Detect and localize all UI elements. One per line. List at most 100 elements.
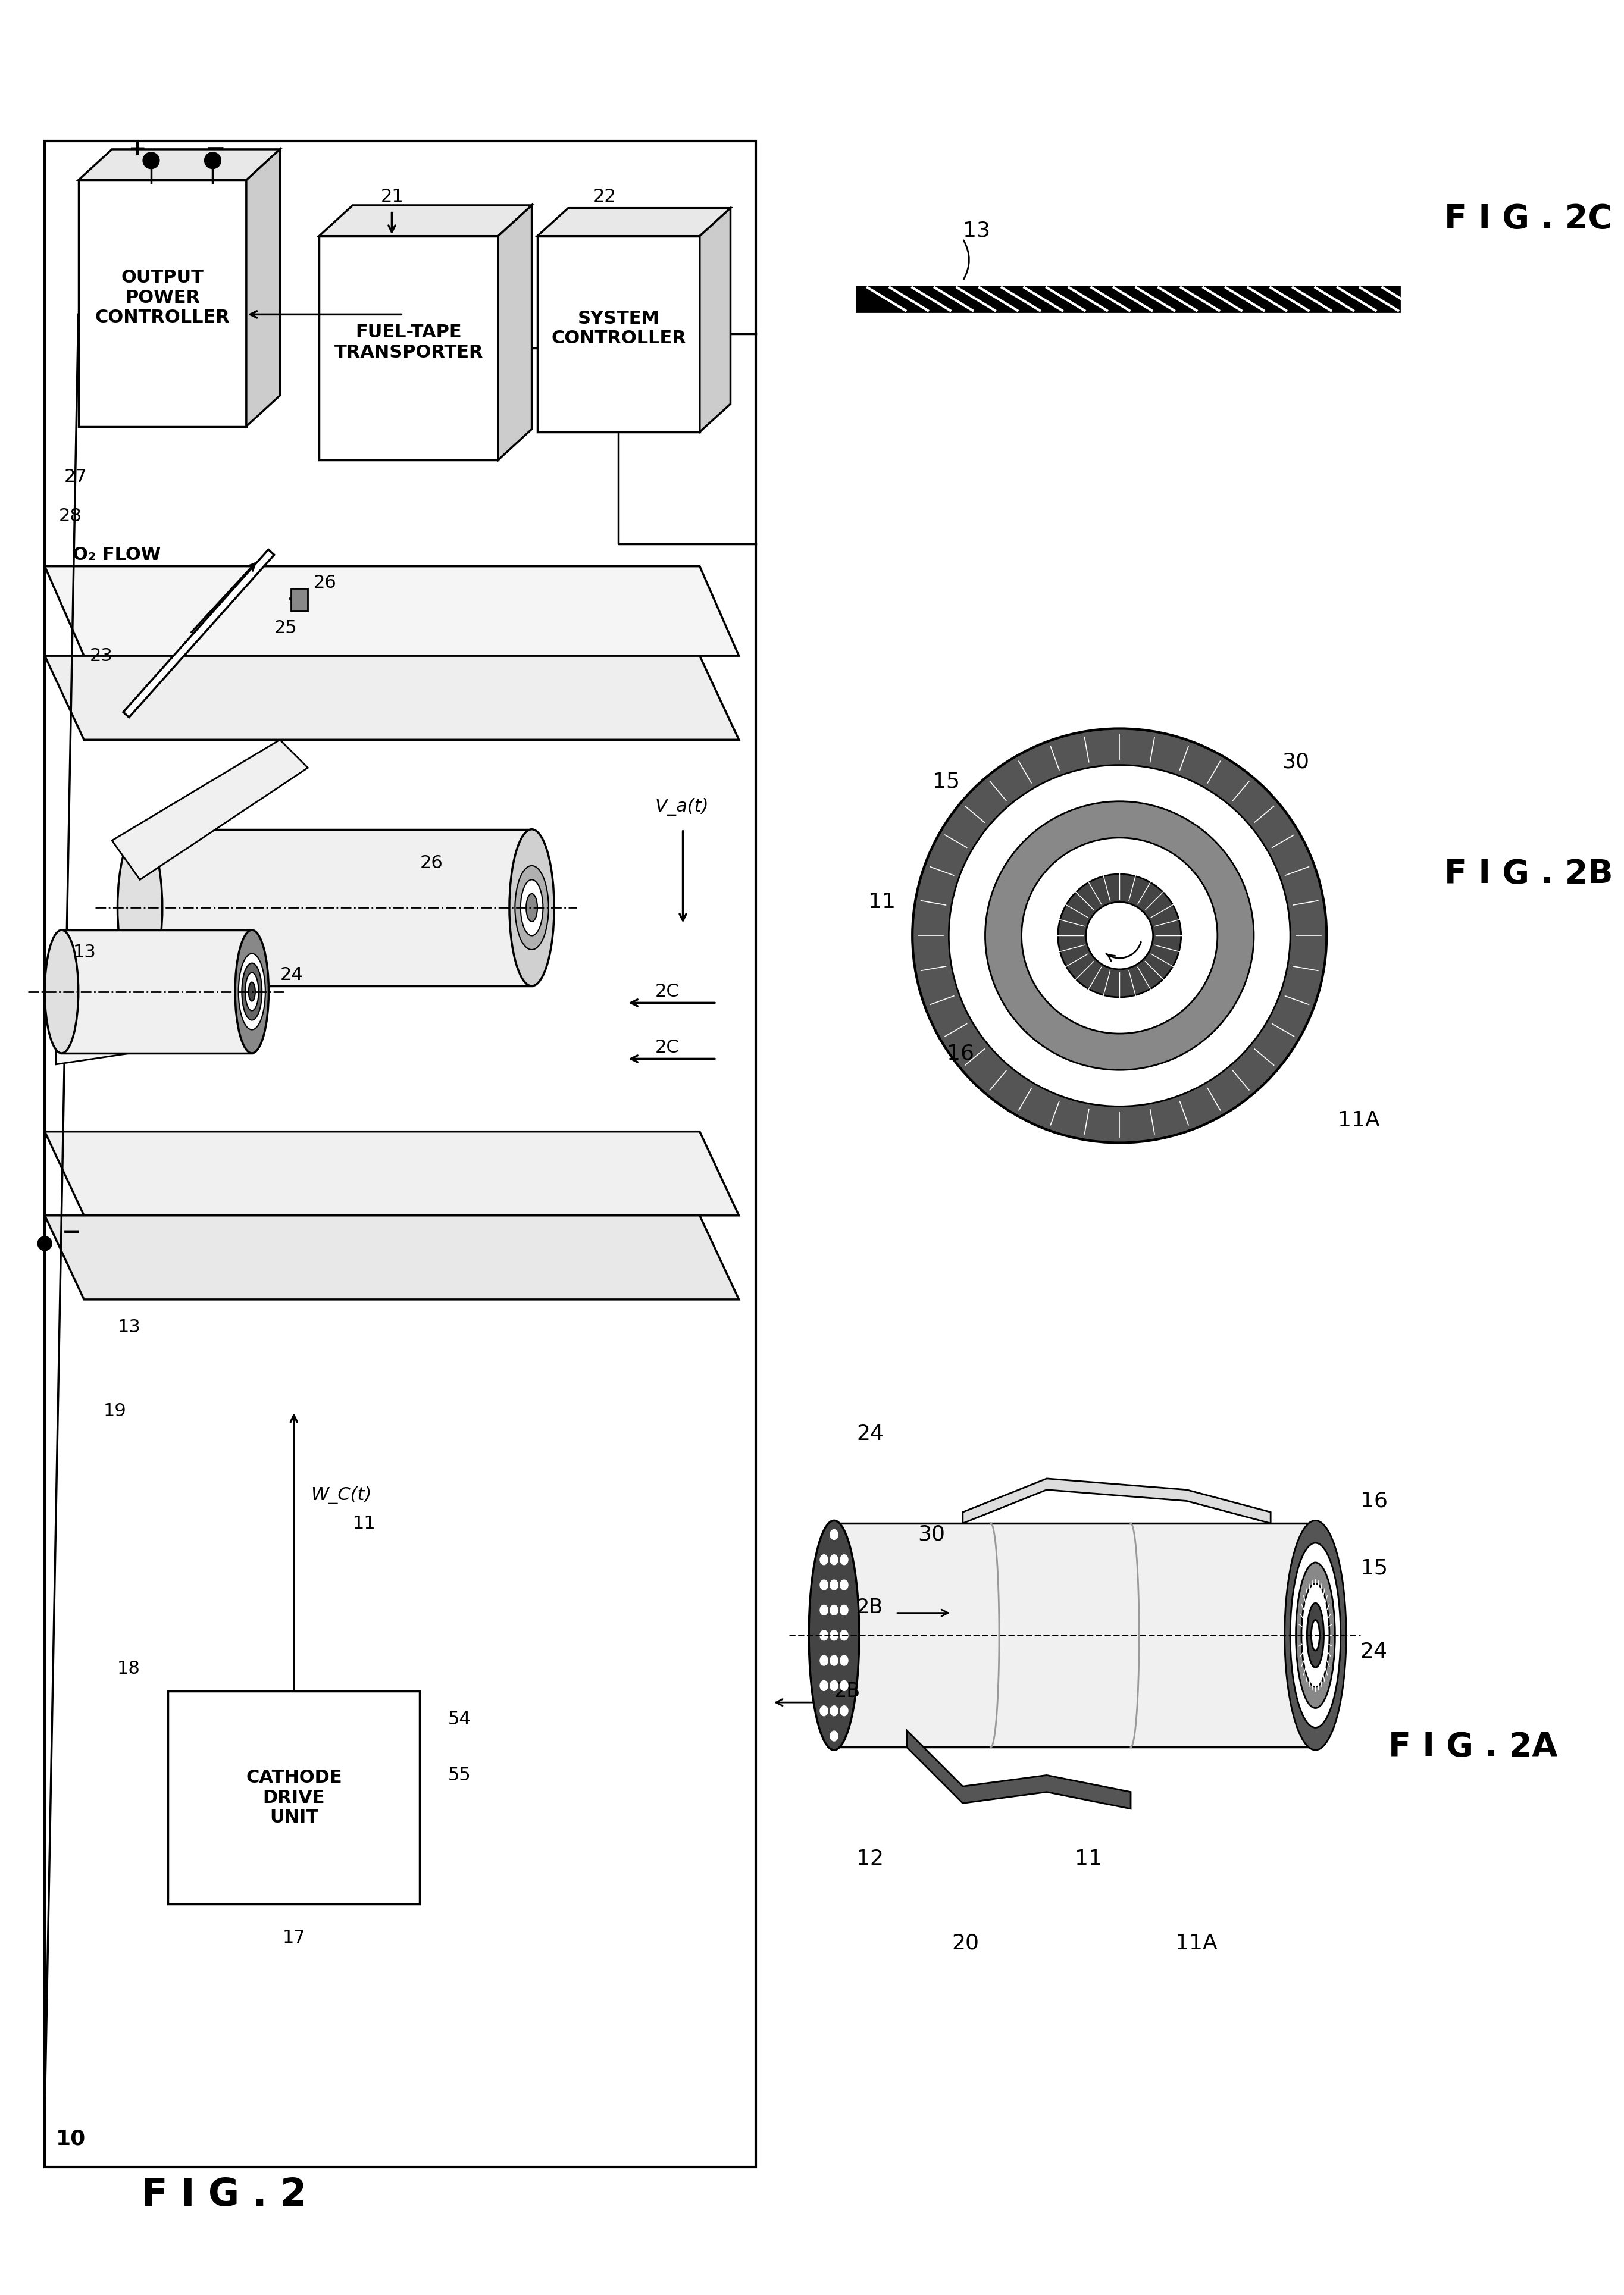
Polygon shape: [55, 1019, 167, 1065]
Text: 19: 19: [104, 1402, 127, 1421]
Text: +: +: [287, 588, 307, 610]
Circle shape: [1086, 902, 1153, 968]
Circle shape: [1057, 874, 1181, 998]
Ellipse shape: [830, 1730, 838, 1742]
Ellipse shape: [830, 1680, 838, 1691]
Ellipse shape: [840, 1629, 848, 1641]
Polygon shape: [835, 1524, 1315, 1746]
Circle shape: [846, 1760, 856, 1769]
Ellipse shape: [809, 1522, 859, 1751]
Text: 23: 23: [89, 647, 112, 666]
Polygon shape: [45, 567, 739, 656]
Text: 13: 13: [73, 943, 96, 962]
Text: 28: 28: [58, 507, 81, 526]
Polygon shape: [167, 1691, 421, 1905]
Text: 2C: 2C: [654, 1040, 679, 1056]
Ellipse shape: [45, 929, 78, 1053]
Ellipse shape: [840, 1680, 848, 1691]
Text: F I G . 2C: F I G . 2C: [1444, 204, 1613, 236]
Circle shape: [796, 1779, 806, 1788]
Ellipse shape: [117, 828, 162, 987]
Ellipse shape: [830, 1629, 838, 1641]
Ellipse shape: [830, 1579, 838, 1590]
Ellipse shape: [515, 865, 549, 950]
Text: 2B: 2B: [856, 1597, 883, 1618]
Circle shape: [913, 728, 1327, 1143]
Ellipse shape: [1289, 1542, 1340, 1728]
Circle shape: [830, 1760, 838, 1769]
Text: 30: 30: [1281, 753, 1309, 773]
Polygon shape: [247, 149, 279, 427]
Text: 20: 20: [952, 1932, 979, 1953]
Text: 55: 55: [448, 1767, 471, 1783]
Ellipse shape: [830, 1554, 838, 1565]
Ellipse shape: [521, 879, 542, 936]
Ellipse shape: [840, 1655, 848, 1666]
Text: 15: 15: [932, 771, 960, 792]
Ellipse shape: [1301, 1584, 1330, 1687]
Ellipse shape: [1285, 1522, 1346, 1751]
Ellipse shape: [830, 1604, 838, 1616]
Polygon shape: [906, 1730, 1130, 1808]
Text: 22: 22: [593, 188, 617, 207]
Ellipse shape: [526, 893, 538, 923]
Text: 16: 16: [1361, 1492, 1387, 1510]
Polygon shape: [856, 287, 1400, 312]
Polygon shape: [112, 739, 309, 879]
Ellipse shape: [820, 1604, 828, 1616]
Text: F I G . 2B: F I G . 2B: [1444, 858, 1613, 890]
Text: 24: 24: [1361, 1641, 1387, 1662]
Circle shape: [986, 801, 1254, 1069]
Text: 24: 24: [856, 1423, 883, 1444]
Polygon shape: [78, 149, 279, 179]
Text: 24: 24: [279, 966, 304, 985]
Polygon shape: [45, 1216, 739, 1299]
Text: O₂ FLOW: O₂ FLOW: [73, 546, 161, 565]
Text: 11: 11: [352, 1515, 375, 1533]
Ellipse shape: [245, 973, 258, 1010]
Ellipse shape: [239, 952, 265, 1030]
Text: 26: 26: [313, 574, 336, 592]
Ellipse shape: [830, 1655, 838, 1666]
Ellipse shape: [1311, 1620, 1320, 1650]
Text: 11: 11: [869, 893, 895, 911]
Circle shape: [830, 1779, 838, 1788]
Ellipse shape: [840, 1705, 848, 1717]
Text: 18: 18: [117, 1659, 140, 1678]
Polygon shape: [45, 140, 755, 2166]
Circle shape: [812, 1799, 822, 1808]
Circle shape: [846, 1799, 856, 1808]
Ellipse shape: [820, 1655, 828, 1666]
Polygon shape: [62, 929, 252, 1053]
Text: 2C: 2C: [654, 982, 679, 1001]
Text: CATHODE
DRIVE
UNIT: CATHODE DRIVE UNIT: [245, 1769, 343, 1827]
Text: 2B: 2B: [835, 1682, 861, 1701]
Ellipse shape: [830, 1705, 838, 1717]
Polygon shape: [538, 209, 731, 236]
Ellipse shape: [820, 1554, 828, 1565]
Text: 54: 54: [448, 1710, 471, 1728]
Text: 11A: 11A: [1338, 1111, 1380, 1131]
Text: F I G . 2: F I G . 2: [141, 2176, 307, 2212]
Text: 17: 17: [283, 1928, 305, 1946]
Text: −: −: [62, 1221, 81, 1244]
Ellipse shape: [820, 1705, 828, 1717]
Ellipse shape: [820, 1629, 828, 1641]
Ellipse shape: [242, 964, 261, 1021]
Polygon shape: [140, 828, 531, 987]
Circle shape: [948, 764, 1289, 1106]
Ellipse shape: [248, 982, 255, 1001]
Text: F I G . 2A: F I G . 2A: [1389, 1730, 1557, 1763]
Circle shape: [796, 1799, 806, 1808]
Text: 13: 13: [117, 1320, 141, 1336]
Circle shape: [812, 1779, 822, 1788]
Text: OUTPUT
POWER
CONTROLLER: OUTPUT POWER CONTROLLER: [94, 269, 229, 326]
Ellipse shape: [1307, 1604, 1324, 1668]
Polygon shape: [55, 936, 123, 1019]
Polygon shape: [318, 204, 531, 236]
Ellipse shape: [1296, 1563, 1335, 1707]
Text: 26: 26: [421, 854, 443, 872]
Text: 30: 30: [918, 1524, 945, 1545]
Ellipse shape: [820, 1680, 828, 1691]
Circle shape: [830, 1799, 838, 1808]
